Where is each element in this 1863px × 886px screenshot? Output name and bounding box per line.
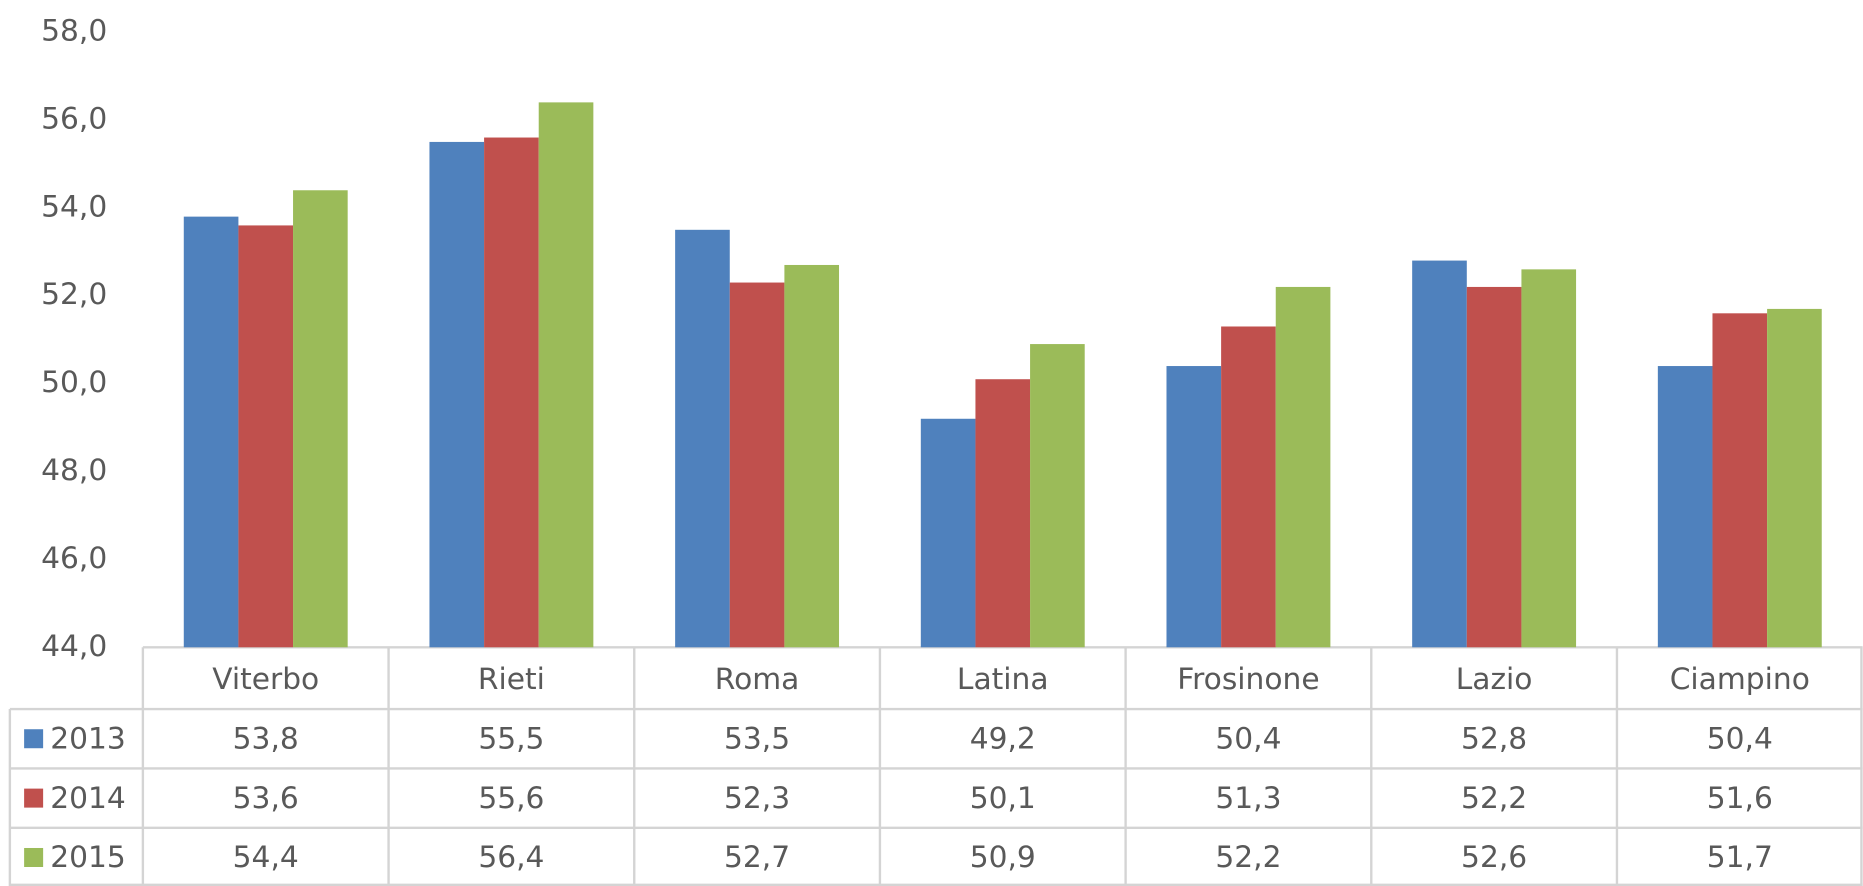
value-label: 55,5 — [478, 721, 544, 756]
bar — [675, 229, 730, 648]
y-tick-label: 50,0 — [41, 365, 107, 400]
value-label: 52,2 — [1461, 781, 1527, 816]
x-tick-label: Latina — [957, 662, 1049, 697]
y-tick-label: 44,0 — [41, 629, 107, 664]
value-label: 53,6 — [233, 781, 299, 816]
value-label: 50,9 — [970, 840, 1036, 875]
y-tick-label: 56,0 — [41, 101, 107, 136]
bar — [1521, 269, 1577, 648]
bar — [1412, 260, 1467, 648]
legend-label: 2014 — [50, 781, 126, 816]
legend-key — [24, 847, 44, 867]
value-label: 54,4 — [233, 840, 299, 875]
bar — [729, 282, 785, 648]
value-label: 50,4 — [1707, 721, 1773, 756]
value-label: 52,7 — [724, 840, 790, 875]
bar — [1030, 344, 1085, 648]
bar — [1275, 286, 1331, 648]
value-label: 51,7 — [1707, 840, 1773, 875]
value-label: 50,1 — [970, 781, 1036, 816]
value-label: 49,2 — [970, 721, 1036, 756]
x-tick-label: Ciampino — [1670, 662, 1810, 697]
bar — [784, 264, 840, 648]
bar — [1767, 308, 1822, 648]
y-tick-label: 52,0 — [41, 277, 107, 312]
bar — [293, 190, 348, 648]
x-tick-label: Roma — [715, 662, 800, 697]
y-tick-label: 48,0 — [41, 453, 107, 488]
bar — [1166, 366, 1222, 648]
bar — [183, 216, 239, 648]
value-label: 52,2 — [1215, 840, 1281, 875]
bar — [429, 141, 485, 648]
value-label: 50,4 — [1215, 721, 1281, 756]
value-label: 53,8 — [233, 721, 299, 756]
x-tick-label: Lazio — [1456, 662, 1533, 697]
x-tick-label: Frosinone — [1177, 662, 1319, 697]
value-label: 52,6 — [1461, 840, 1527, 875]
x-tick-label: Rieti — [478, 662, 545, 697]
bar — [1466, 286, 1522, 648]
bar — [1712, 313, 1768, 648]
y-tick-label: 54,0 — [41, 189, 107, 224]
value-label: 52,8 — [1461, 721, 1527, 756]
value-label: 56,4 — [478, 840, 544, 875]
bar — [920, 418, 976, 648]
y-tick-label: 46,0 — [41, 541, 107, 576]
bar — [484, 137, 539, 648]
bar — [1221, 326, 1276, 648]
legend-label: 2015 — [50, 840, 126, 875]
legend-key — [24, 729, 44, 749]
value-label: 52,3 — [724, 781, 790, 816]
bar — [975, 379, 1031, 648]
value-label: 51,3 — [1215, 781, 1281, 816]
value-label: 55,6 — [478, 781, 544, 816]
x-tick-label: Viterbo — [212, 662, 319, 697]
legend-label: 2013 — [50, 721, 126, 756]
bar — [538, 102, 594, 648]
value-label: 53,5 — [724, 721, 790, 756]
value-label: 51,6 — [1707, 781, 1773, 816]
y-tick-label: 58,0 — [41, 14, 107, 49]
bar — [238, 225, 294, 648]
bar — [1657, 366, 1713, 648]
legend-key — [24, 788, 44, 808]
